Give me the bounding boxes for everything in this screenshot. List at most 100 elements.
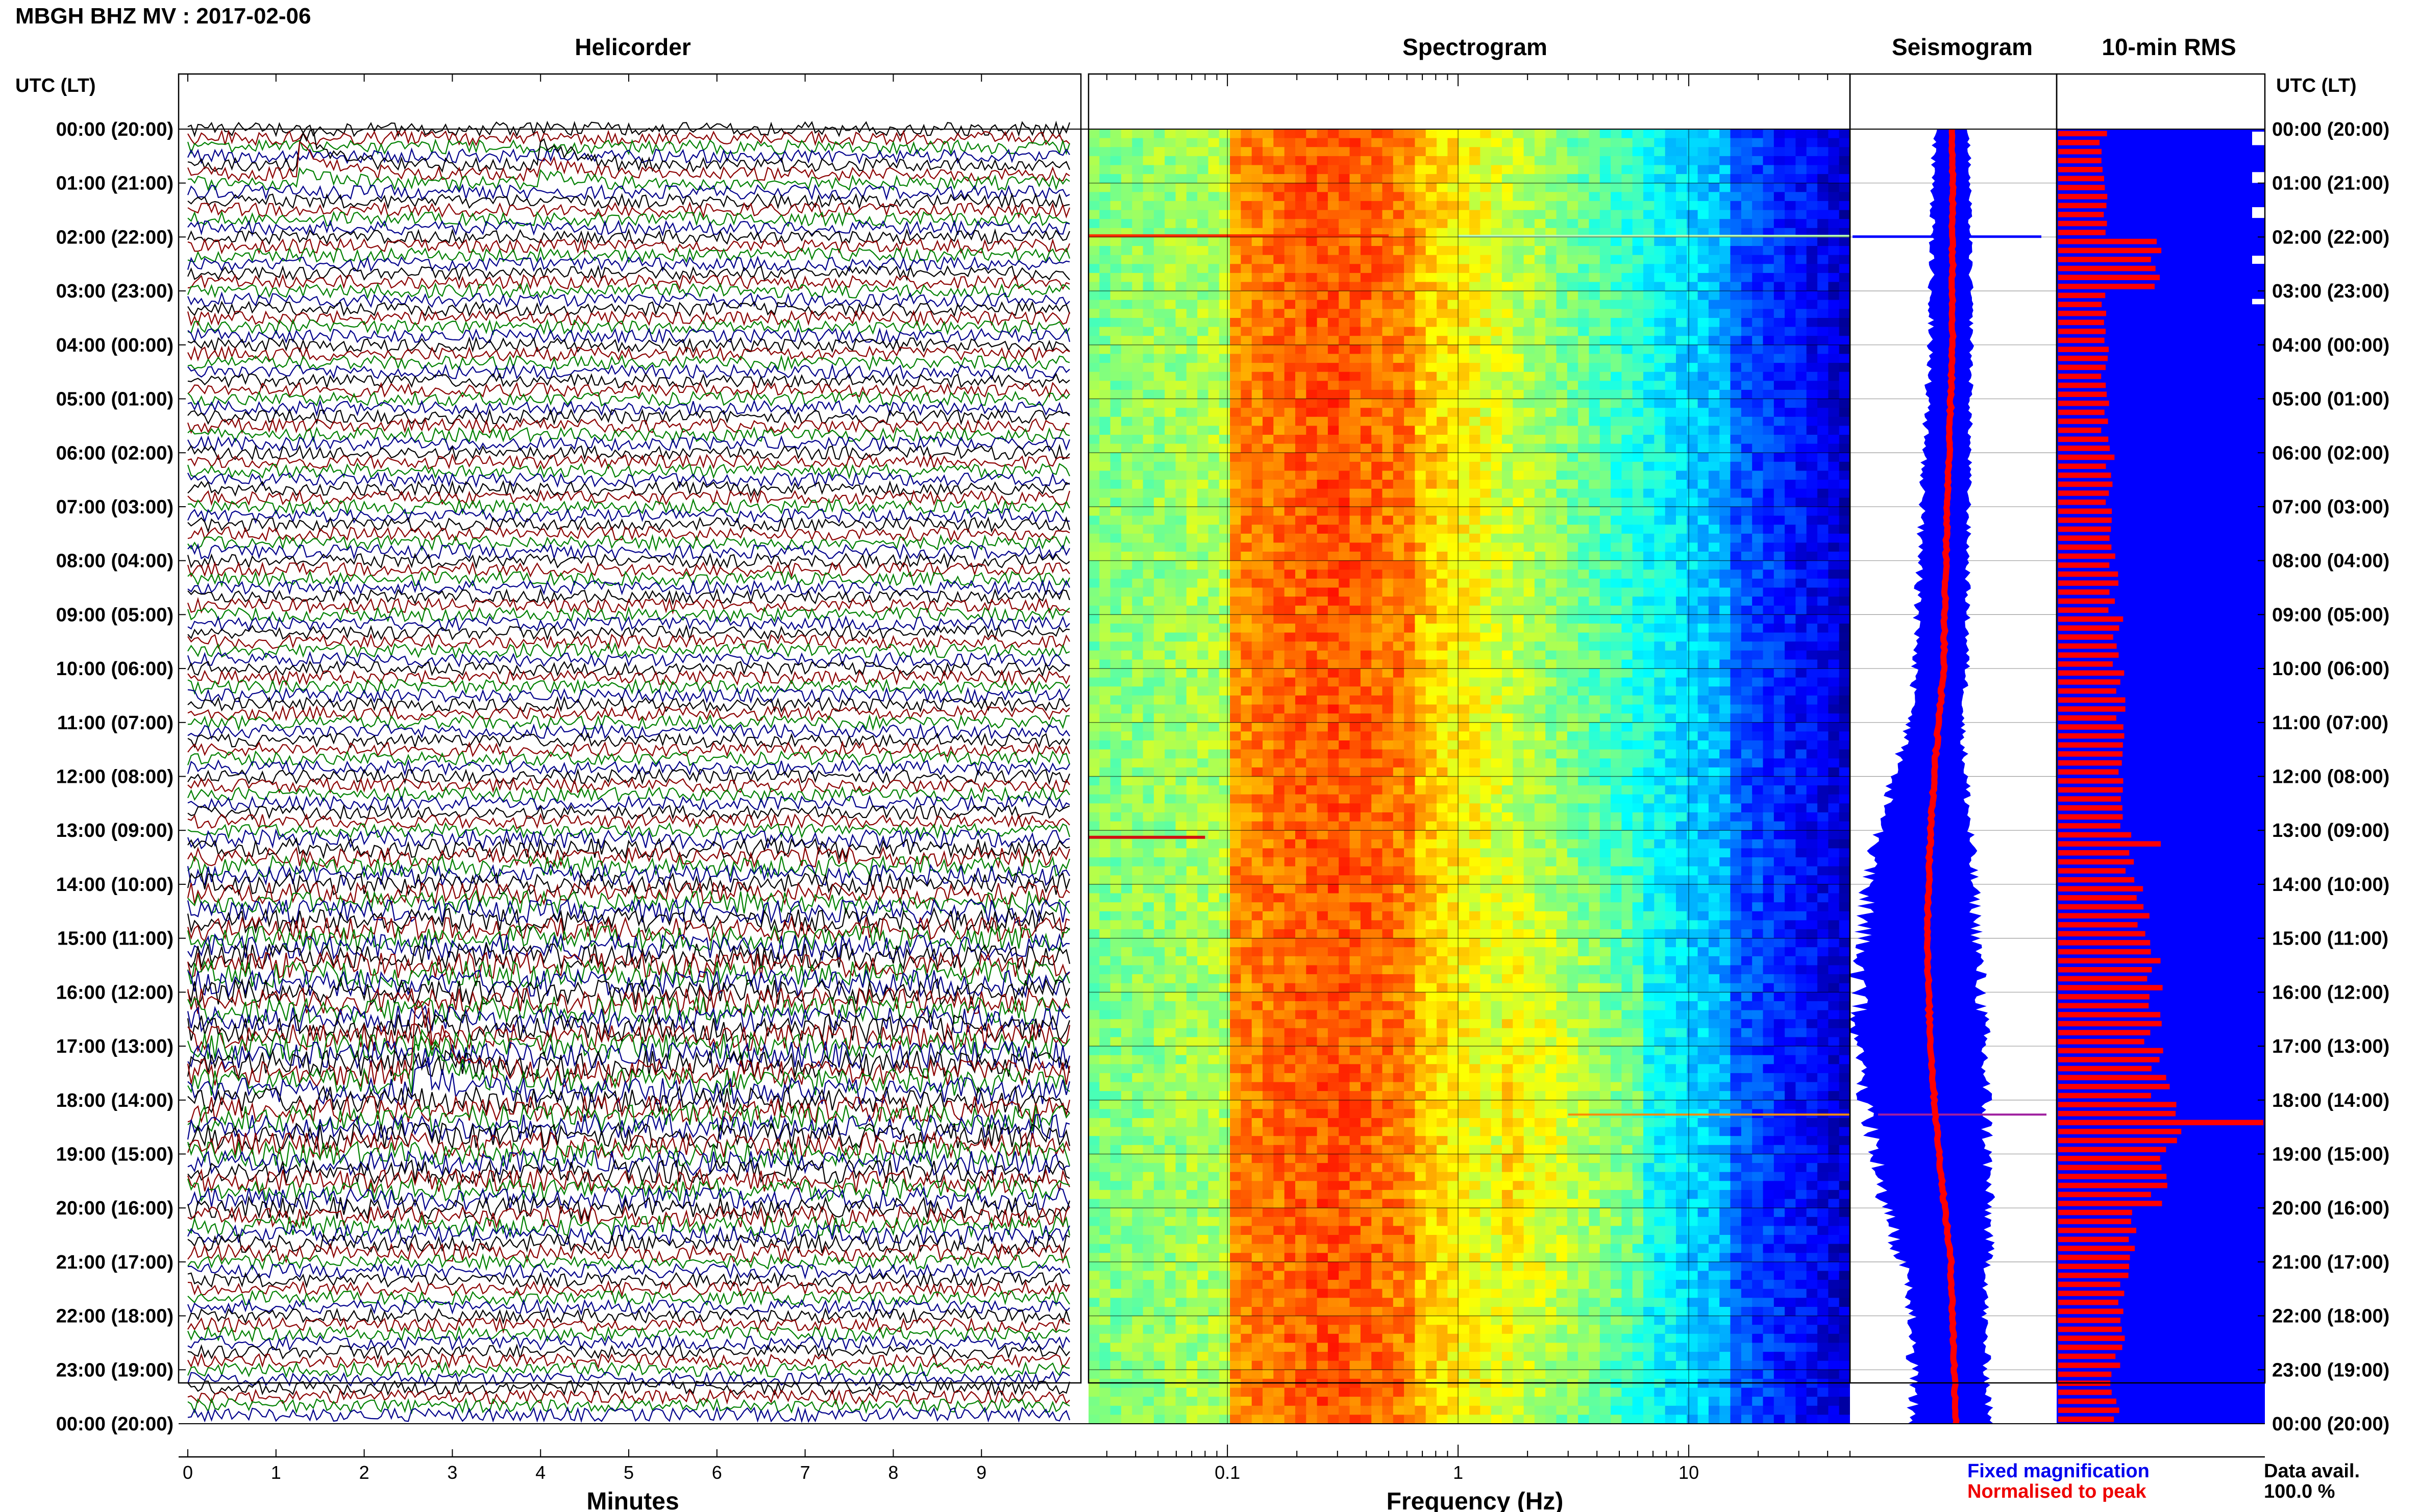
spectrogram-cell xyxy=(1165,587,1176,597)
spectrogram-cell xyxy=(1458,264,1470,274)
spectrogram-cell xyxy=(1578,587,1590,597)
spectrogram-cell xyxy=(1806,659,1818,669)
spectrogram-cell xyxy=(1089,354,1100,363)
spectrogram-cell xyxy=(1437,435,1448,444)
spectrogram-cell xyxy=(1447,731,1459,741)
spectrogram-cell xyxy=(1404,632,1416,642)
spectrogram-cell xyxy=(1393,201,1404,211)
spectrogram-cell xyxy=(1839,731,1850,741)
spectrogram-cell xyxy=(1110,255,1122,265)
spectrogram-cell xyxy=(1621,659,1633,669)
spectrogram-cell xyxy=(1425,542,1437,552)
spectrogram-cell xyxy=(1197,740,1209,750)
spectrogram-cell xyxy=(1121,507,1132,516)
spectrogram-cell xyxy=(1741,192,1752,202)
spectrogram-cell xyxy=(1513,327,1524,336)
spectrogram-cell xyxy=(1349,650,1361,660)
spectrogram-cell xyxy=(1447,624,1459,633)
spectrogram-cell xyxy=(1458,704,1470,714)
spectrogram-cell xyxy=(1763,156,1774,166)
spectrogram-cell xyxy=(1806,515,1818,525)
spectrogram-cell xyxy=(1339,435,1350,444)
spectrogram-cell xyxy=(1599,695,1611,705)
spectrogram-cell xyxy=(1360,641,1372,651)
spectrogram-cell xyxy=(1817,344,1829,355)
spectrogram-cell xyxy=(1349,318,1361,328)
spectrogram-cell xyxy=(1643,264,1655,274)
spectrogram-cell xyxy=(1121,210,1132,219)
spectrogram-cell xyxy=(1197,597,1209,606)
spectrogram-cell xyxy=(1806,192,1818,202)
spectrogram-cell xyxy=(1523,515,1535,525)
spectrogram-cell xyxy=(1523,578,1535,588)
spectrogram-cell xyxy=(1654,605,1666,615)
spectrogram-cell xyxy=(1643,381,1655,390)
spectrogram-cell xyxy=(1654,381,1666,390)
spectrogram-cell xyxy=(1251,174,1263,184)
spectrogram-cell xyxy=(1230,668,1242,678)
spectrogram-cell xyxy=(1143,749,1154,759)
spectrogram-cell xyxy=(1153,192,1165,202)
spectrogram-cell xyxy=(1687,156,1698,166)
spectrogram-cell xyxy=(1523,201,1535,211)
spectrogram-cell xyxy=(1425,210,1437,219)
spectrogram-cell xyxy=(1382,300,1394,310)
spectrogram-cell xyxy=(1632,498,1644,507)
spectrogram-cell xyxy=(1371,426,1383,435)
spectrogram-cell xyxy=(1578,363,1590,373)
spectrogram-cell xyxy=(1458,722,1470,732)
spectrogram-cell xyxy=(1741,614,1752,624)
spectrogram-cell xyxy=(1306,498,1318,507)
spectrogram-cell xyxy=(1089,740,1100,750)
spectrogram-cell xyxy=(1360,668,1372,678)
spectrogram-cell xyxy=(1339,381,1350,390)
spectrogram-cell xyxy=(1263,156,1274,166)
spectrogram-cell xyxy=(1121,147,1132,157)
spectrogram-cell xyxy=(1687,507,1698,516)
spectrogram-cell xyxy=(1795,677,1807,687)
spectrogram-cell xyxy=(1165,327,1176,336)
spectrogram-cell xyxy=(1676,597,1688,606)
spectrogram-cell xyxy=(1665,426,1676,435)
spectrogram-cell xyxy=(1404,749,1416,759)
spectrogram-cell xyxy=(1197,192,1209,202)
spectrogram-cell xyxy=(1327,291,1339,301)
spectrogram-cell xyxy=(1393,192,1404,202)
spectrogram-cell xyxy=(1404,156,1416,166)
spectrogram-cell xyxy=(1676,129,1688,139)
spectrogram-cell xyxy=(1230,767,1242,777)
spectrogram-cell xyxy=(1230,192,1242,202)
spectrogram-cell xyxy=(1567,272,1578,283)
spectrogram-cell xyxy=(1687,488,1698,499)
spectrogram-cell xyxy=(1621,129,1633,139)
spectrogram-cell xyxy=(1339,138,1350,147)
spectrogram-cell xyxy=(1295,147,1307,157)
spectrogram-cell xyxy=(1513,416,1524,427)
spectrogram-cell xyxy=(1382,147,1394,157)
spectrogram-cell xyxy=(1437,695,1448,705)
spectrogram-cell xyxy=(1415,722,1426,732)
spectrogram-cell xyxy=(1447,498,1459,507)
spectrogram-cell xyxy=(1611,552,1622,561)
spectrogram-cell xyxy=(1230,255,1242,265)
spectrogram-cell xyxy=(1393,632,1404,642)
spectrogram-cell xyxy=(1578,740,1590,750)
spectrogram-cell xyxy=(1219,587,1230,597)
spectrogram-cell xyxy=(1828,389,1840,400)
spectrogram-cell xyxy=(1197,156,1209,166)
spectrogram-cell xyxy=(1284,552,1296,561)
spectrogram-cell xyxy=(1654,399,1666,408)
spectrogram-cell xyxy=(1567,408,1578,417)
spectrogram-cell xyxy=(1415,480,1426,489)
spectrogram-cell xyxy=(1621,488,1633,499)
spectrogram-cell xyxy=(1828,210,1840,219)
spectrogram-cell xyxy=(1165,435,1176,444)
spectrogram-cell xyxy=(1567,291,1578,301)
spectrogram-cell xyxy=(1121,453,1132,462)
spectrogram-cell xyxy=(1632,749,1644,759)
spectrogram-cell xyxy=(1687,174,1698,184)
spectrogram-cell xyxy=(1447,713,1459,723)
spectrogram-cell xyxy=(1263,327,1274,336)
spectrogram-cell xyxy=(1632,174,1644,184)
spectrogram-cell xyxy=(1676,237,1688,246)
